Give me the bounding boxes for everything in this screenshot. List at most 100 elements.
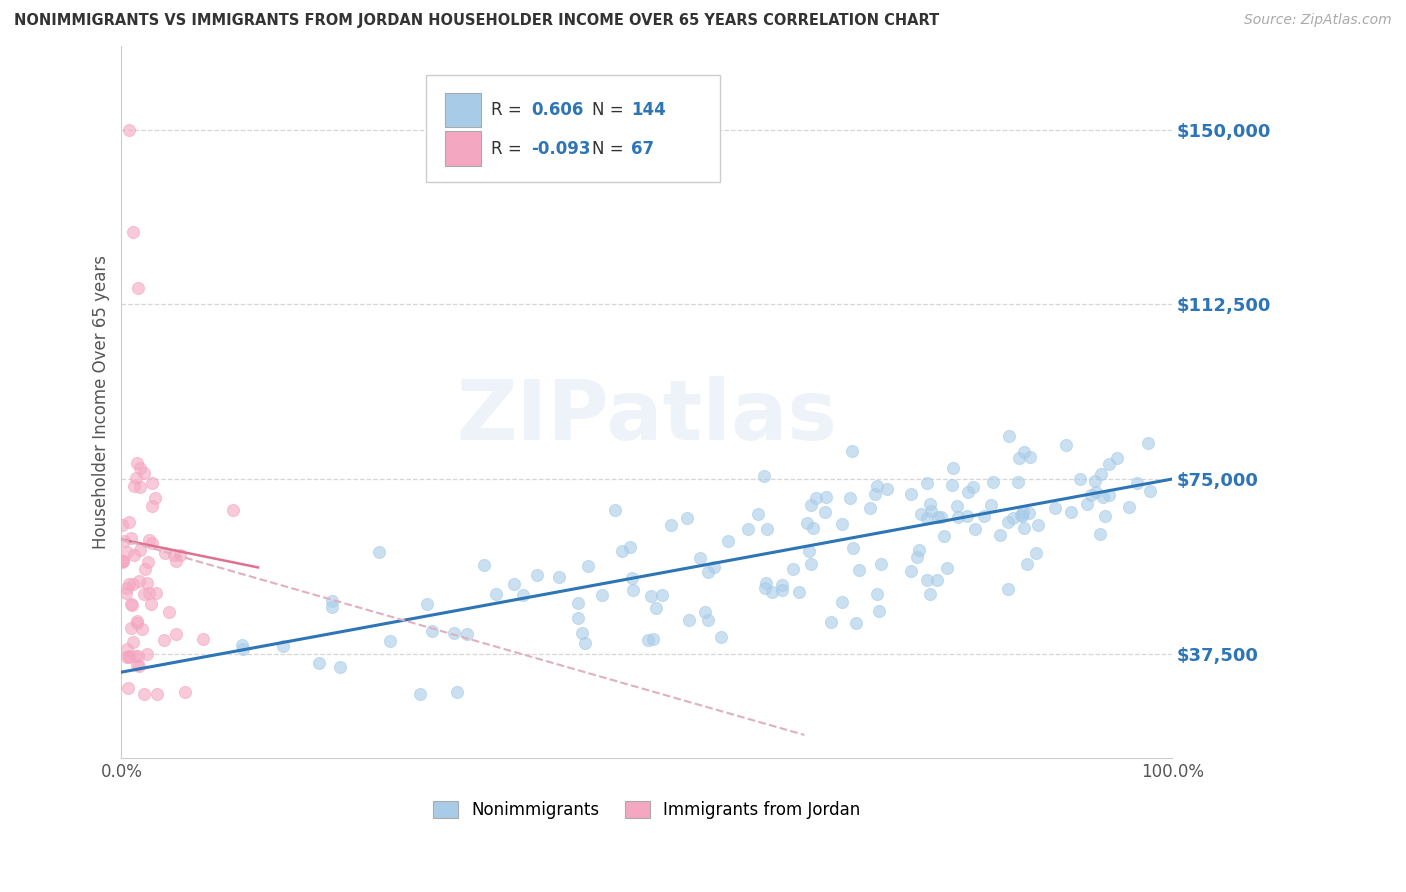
Point [747,507,769,521]
Point [839,491,862,505]
Point [165,626,187,640]
Point [134,466,156,480]
Point [831,516,853,531]
Point [800,557,823,571]
Point [134,562,156,576]
Point [420,624,443,639]
Point [380,633,402,648]
Point [717,533,740,548]
Point [689,550,711,565]
Point [973,508,995,523]
Point [141,476,163,491]
Text: NONIMMIGRANTS VS IMMIGRANTS FROM JORDAN HOUSEHOLDER INCOME OVER 65 YEARS CORRELA: NONIMMIGRANTS VS IMMIGRANTS FROM JORDAN … [14,13,939,29]
Point [128,479,150,493]
Point [128,461,150,475]
Text: ZIPatlas: ZIPatlas [457,376,838,457]
Point [640,590,662,604]
Point [863,487,886,501]
Point [576,558,599,573]
Point [637,633,659,648]
Point [868,603,890,617]
Point [612,544,634,558]
Point [321,594,343,608]
Text: -0.093: -0.093 [531,140,591,158]
Point [998,429,1021,443]
Point [443,626,465,640]
Point [122,634,145,648]
Point [866,478,889,492]
Point [980,498,1002,512]
Point [806,491,828,505]
Point [941,478,963,492]
Point [118,648,141,663]
Point [169,548,191,562]
Point [574,636,596,650]
Point [1094,508,1116,523]
Point [859,500,882,515]
Point [755,522,778,536]
Point [143,491,166,505]
Point [329,660,352,674]
Point [120,621,142,635]
Point [676,510,699,524]
Point [112,533,135,548]
Point [118,649,141,664]
Point [571,625,593,640]
Point [1054,438,1077,452]
Point [128,659,150,673]
Point [910,507,932,521]
Point [232,642,254,657]
Point [526,568,548,582]
Point [567,596,589,610]
Point [915,511,938,525]
Point [841,444,863,458]
Point [128,574,150,588]
Point [796,516,818,530]
Point [271,639,294,653]
Point [145,586,167,600]
Point [138,586,160,600]
Point [962,480,984,494]
Point [1018,506,1040,520]
Point [146,687,169,701]
Point [174,685,197,699]
Point [118,123,141,137]
Point [112,554,135,568]
Point [1059,505,1081,519]
Point [820,615,842,629]
Point [118,576,141,591]
Point [1139,483,1161,498]
Point [1098,488,1121,502]
Point [927,573,949,587]
Point [132,587,155,601]
Point [165,554,187,568]
Point [127,648,149,663]
Point [308,656,330,670]
Point [641,632,664,646]
Point [900,487,922,501]
Point [900,564,922,578]
Point [141,499,163,513]
Point [446,685,468,699]
Point [782,562,804,576]
Point [945,499,967,513]
Point [114,585,136,599]
Point [1026,518,1049,533]
Point [125,616,148,631]
Point [1118,500,1140,514]
Point [915,476,938,491]
Point [678,613,700,627]
Point [988,528,1011,542]
Point [502,577,524,591]
Point [409,687,432,701]
Point [918,587,941,601]
Point [117,545,139,559]
Point [1019,450,1042,465]
Point [866,587,889,601]
Point [485,587,508,601]
Point [118,515,141,529]
Point [737,522,759,536]
Text: R =: R = [491,140,522,158]
Point [800,499,823,513]
Point [122,549,145,563]
